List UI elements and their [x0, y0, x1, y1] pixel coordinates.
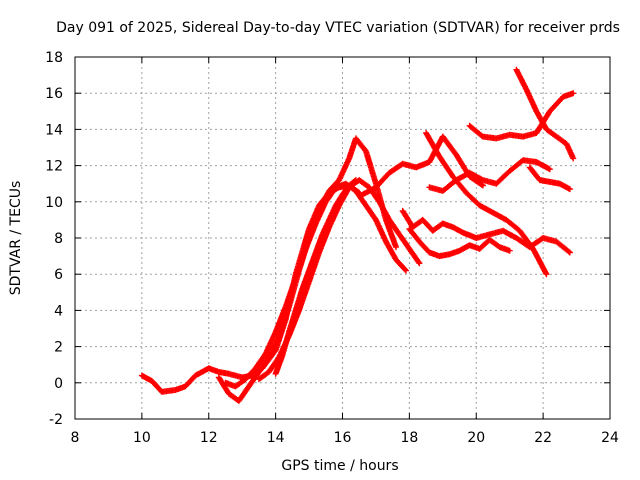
- x-tick-label: 12: [200, 430, 218, 446]
- data-point-markers: [526, 164, 573, 193]
- x-tick-label: 20: [467, 430, 485, 446]
- x-tick-label: 18: [400, 430, 418, 446]
- data-point-markers: [138, 182, 363, 395]
- series-trace-c: [222, 180, 409, 390]
- y-axis-label: SDTVAR / TECUs: [8, 181, 24, 296]
- x-tick-label: 24: [601, 430, 619, 446]
- y-tick-label: 16: [45, 86, 63, 102]
- data-point-markers: [222, 180, 409, 390]
- x-tick-label: 10: [133, 430, 151, 446]
- y-tick-label: 14: [45, 122, 63, 138]
- x-axis-label: GPS time / hours: [281, 458, 398, 474]
- plot-frame: [74, 56, 611, 420]
- data-point-markers: [406, 225, 513, 260]
- series-trace-j: [423, 130, 550, 278]
- series-trace-e: [272, 177, 359, 377]
- series-trace-a: [138, 182, 363, 395]
- x-tick-label: 8: [71, 430, 80, 446]
- series-trace-l: [513, 66, 577, 162]
- y-tick-label: 6: [54, 267, 63, 283]
- data-point-markers: [272, 177, 359, 377]
- y-tick-label: 10: [45, 195, 63, 211]
- y-tick-label: 12: [45, 159, 63, 175]
- data-point-markers: [466, 90, 577, 142]
- series-trace-k: [466, 90, 577, 142]
- y-tick-label: 4: [54, 303, 63, 319]
- y-tick-label: 2: [54, 340, 63, 356]
- grid-lines: [75, 57, 610, 419]
- x-tick-label: 16: [334, 430, 352, 446]
- y-tick-label: 0: [54, 376, 63, 392]
- x-tick-label: 22: [534, 430, 552, 446]
- series-trace-h: [406, 225, 513, 260]
- y-tick-label: 8: [54, 231, 63, 247]
- data-point-markers: [423, 130, 550, 278]
- data-point-markers: [513, 66, 577, 162]
- data-points: [138, 66, 577, 404]
- x-tick-label: 14: [267, 430, 285, 446]
- chart-title: Day 091 of 2025, Sidereal Day-to-day VTE…: [56, 20, 620, 36]
- y-tick-label: -2: [49, 412, 63, 428]
- series-trace-m: [526, 164, 573, 193]
- y-tick-label: 18: [45, 50, 63, 66]
